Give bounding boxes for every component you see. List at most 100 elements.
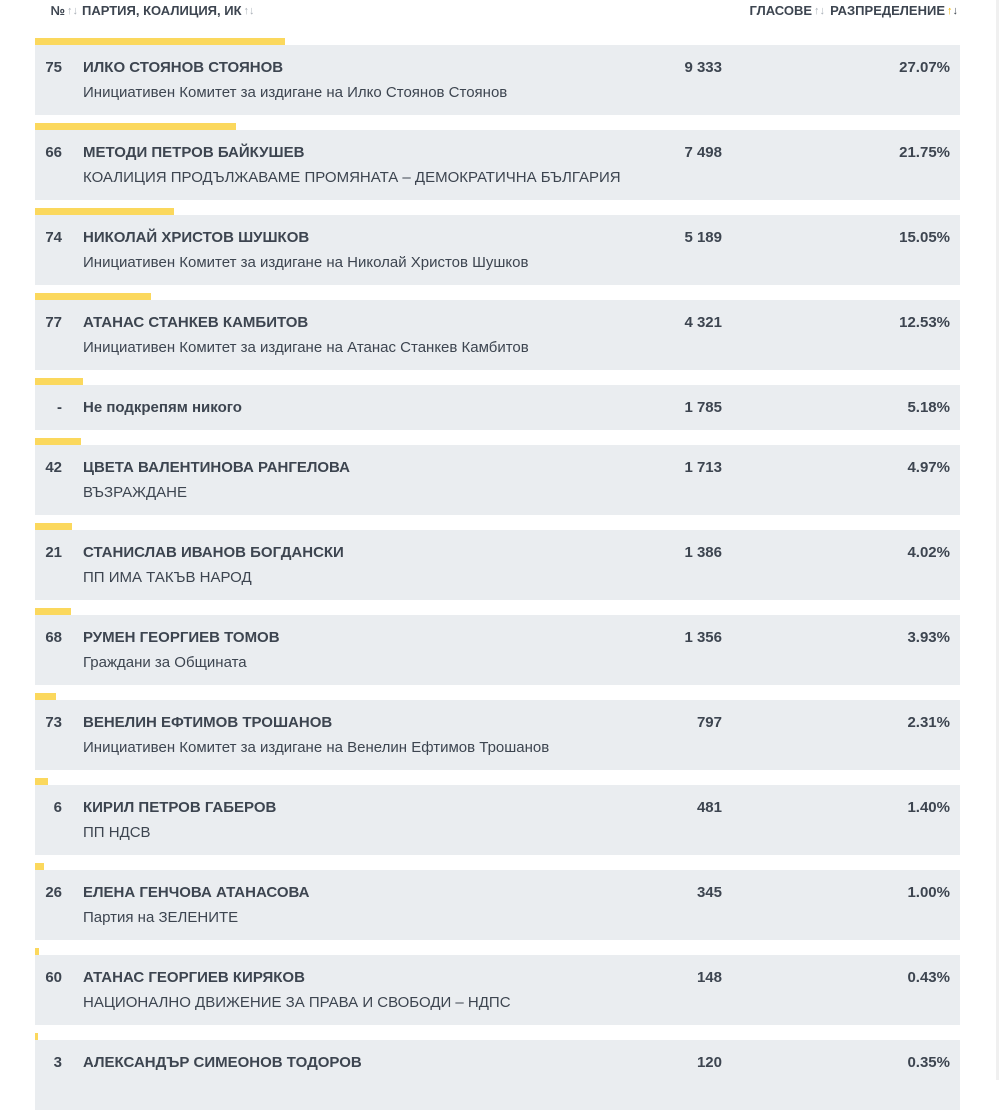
- ballot-number: -: [57, 399, 62, 416]
- votes-count: 797: [696, 714, 722, 731]
- party-name: ПП ИМА ТАКЪВ НАРОД: [83, 569, 252, 586]
- share-bar: [35, 948, 39, 955]
- header-distribution-label: РАЗПРЕДЕЛЕНИЕ: [830, 3, 945, 18]
- votes-count: 7 498: [684, 144, 722, 161]
- vote-percentage: 4.97%: [907, 459, 950, 476]
- votes-count: 9 333: [684, 59, 722, 76]
- table-row[interactable]: 6 КИРИЛ ПЕТРОВ ГАБЕРОВ ПП НДСВ 481 1.40%: [35, 778, 960, 855]
- ballot-number: 75: [45, 59, 62, 76]
- ballot-number: 26: [45, 884, 62, 901]
- row-body: - Не подкрепям никого 1 785 5.18%: [35, 385, 960, 430]
- vote-percentage: 5.18%: [907, 399, 950, 416]
- share-bar: [35, 778, 48, 785]
- party-name: ВЪЗРАЖДАНЕ: [83, 484, 187, 501]
- party-name: Партия на ЗЕЛЕНИТЕ: [83, 909, 239, 926]
- sort-icon: ↑↓: [243, 5, 255, 17]
- header-number-label: №: [50, 3, 66, 18]
- table-row[interactable]: 68 РУМЕН ГЕОРГИЕВ ТОМОВ Граждани за Общи…: [35, 608, 960, 685]
- party-name: Инициативен Комитет за издигане на Илко …: [83, 84, 508, 101]
- candidate-cell: АТАНАС ГЕОРГИЕВ КИРЯКОВ НАЦИОНАЛНО ДВИЖЕ…: [83, 968, 630, 1013]
- sort-icon: ↑↓: [814, 5, 825, 17]
- vote-percentage: 15.05%: [899, 229, 950, 246]
- votes-count: 1 713: [684, 459, 722, 476]
- sort-by-distribution[interactable]: РАЗПРЕДЕЛЕНИЕ ↑↓: [825, 3, 960, 19]
- vote-percentage: 2.31%: [907, 714, 950, 731]
- row-body: 74 НИКОЛАЙ ХРИСТОВ ШУШКОВ Инициативен Ко…: [35, 215, 960, 285]
- table-row[interactable]: 21 СТАНИСЛАВ ИВАНОВ БОГДАНСКИ ПП ИМА ТАК…: [35, 523, 960, 600]
- candidate-name: АЛЕКСАНДЪР СИМЕОНОВ ТОДОРОВ: [83, 1054, 362, 1071]
- sort-desc-active-icon: ↑↓: [947, 5, 958, 17]
- row-body: 75 ИЛКО СТОЯНОВ СТОЯНОВ Инициативен Коми…: [35, 45, 960, 115]
- party-name: Граждани за Общината: [83, 654, 247, 671]
- ballot-number: 73: [45, 714, 62, 731]
- results-list: 75 ИЛКО СТОЯНОВ СТОЯНОВ Инициативен Коми…: [35, 30, 960, 1110]
- row-body: 3 АЛЕКСАНДЪР СИМЕОНОВ ТОДОРОВ 120 0.35%: [35, 1040, 960, 1110]
- candidate-name: ЕЛЕНА ГЕНЧОВА АТАНАСОВА: [83, 884, 310, 901]
- candidate-name: НИКОЛАЙ ХРИСТОВ ШУШКОВ: [83, 229, 310, 246]
- votes-count: 5 189: [684, 229, 722, 246]
- table-row[interactable]: 26 ЕЛЕНА ГЕНЧОВА АТАНАСОВА Партия на ЗЕЛ…: [35, 863, 960, 940]
- ballot-number: 77: [45, 314, 62, 331]
- table-row[interactable]: 3 АЛЕКСАНДЪР СИМЕОНОВ ТОДОРОВ 120 0.35%: [35, 1033, 960, 1110]
- party-name: Инициативен Комитет за издигане на Венел…: [83, 739, 550, 756]
- candidate-cell: ЕЛЕНА ГЕНЧОВА АТАНАСОВА Партия на ЗЕЛЕНИ…: [83, 883, 630, 928]
- candidate-cell: АЛЕКСАНДЪР СИМЕОНОВ ТОДОРОВ: [83, 1053, 630, 1073]
- ballot-number: 6: [53, 799, 62, 816]
- vote-percentage: 1.00%: [907, 884, 950, 901]
- votes-count: 481: [696, 799, 722, 816]
- ballot-number: 3: [53, 1054, 62, 1071]
- row-body: 68 РУМЕН ГЕОРГИЕВ ТОМОВ Граждани за Общи…: [35, 615, 960, 685]
- share-bar: [35, 378, 83, 385]
- vote-percentage: 1.40%: [907, 799, 950, 816]
- candidate-name: СТАНИСЛАВ ИВАНОВ БОГДАНСКИ: [83, 544, 344, 561]
- party-name: Инициативен Комитет за издигане на Атана…: [83, 339, 529, 356]
- table-row[interactable]: 66 МЕТОДИ ПЕТРОВ БАЙКУШЕВ КОАЛИЦИЯ ПРОДЪ…: [35, 123, 960, 200]
- vote-percentage: 4.02%: [907, 544, 950, 561]
- share-bar: [35, 693, 57, 700]
- sort-by-party[interactable]: ПАРТИЯ, КОАЛИЦИЯ, ИК ↑↓: [82, 3, 733, 19]
- candidate-name: РУМЕН ГЕОРГИЕВ ТОМОВ: [83, 629, 280, 646]
- vote-percentage: 21.75%: [899, 144, 950, 161]
- scrollbar[interactable]: [996, 0, 999, 1080]
- candidate-cell: ВЕНЕЛИН ЕФТИМОВ ТРОШАНОВ Инициативен Ком…: [83, 713, 630, 758]
- row-body: 6 КИРИЛ ПЕТРОВ ГАБЕРОВ ПП НДСВ 481 1.40%: [35, 785, 960, 855]
- table-row[interactable]: 60 АТАНАС ГЕОРГИЕВ КИРЯКОВ НАЦИОНАЛНО ДВ…: [35, 948, 960, 1025]
- table-row[interactable]: 74 НИКОЛАЙ ХРИСТОВ ШУШКОВ Инициативен Ко…: [35, 208, 960, 285]
- candidate-name: КИРИЛ ПЕТРОВ ГАБЕРОВ: [83, 799, 277, 816]
- sort-by-votes[interactable]: ГЛАСОВЕ ↑↓: [733, 3, 825, 19]
- table-row[interactable]: 77 АТАНАС СТАНКЕВ КАМБИТОВ Инициативен К…: [35, 293, 960, 370]
- vote-percentage: 0.35%: [907, 1054, 950, 1071]
- votes-count: 4 321: [684, 314, 722, 331]
- vote-percentage: 12.53%: [899, 314, 950, 331]
- table-row[interactable]: 73 ВЕНЕЛИН ЕФТИМОВ ТРОШАНОВ Инициативен …: [35, 693, 960, 770]
- candidate-name: АТАНАС ГЕОРГИЕВ КИРЯКОВ: [83, 969, 305, 986]
- party-name: НАЦИОНАЛНО ДВИЖЕНИЕ ЗА ПРАВА И СВОБОДИ –…: [83, 994, 511, 1011]
- candidate-cell: Не подкрепям никого: [83, 398, 630, 418]
- share-bar: [35, 208, 174, 215]
- votes-count: 345: [696, 884, 722, 901]
- votes-count: 1 386: [684, 544, 722, 561]
- vote-percentage: 0.43%: [907, 969, 950, 986]
- row-body: 77 АТАНАС СТАНКЕВ КАМБИТОВ Инициативен К…: [35, 300, 960, 370]
- table-row[interactable]: 75 ИЛКО СТОЯНОВ СТОЯНОВ Инициативен Коми…: [35, 38, 960, 115]
- table-row[interactable]: 42 ЦВЕТА ВАЛЕНТИНОВА РАНГЕЛОВА ВЪЗРАЖДАН…: [35, 438, 960, 515]
- row-body: 21 СТАНИСЛАВ ИВАНОВ БОГДАНСКИ ПП ИМА ТАК…: [35, 530, 960, 600]
- header-votes-label: ГЛАСОВЕ: [749, 3, 812, 18]
- share-bar: [35, 523, 73, 530]
- share-bar: [35, 863, 45, 870]
- share-bar: [35, 293, 151, 300]
- table-row[interactable]: - Не подкрепям никого 1 785 5.18%: [35, 378, 960, 430]
- candidate-name: АТАНАС СТАНКЕВ КАМБИТОВ: [83, 314, 309, 331]
- party-name: ПП НДСВ: [83, 824, 151, 841]
- row-body: 26 ЕЛЕНА ГЕНЧОВА АТАНАСОВА Партия на ЗЕЛ…: [35, 870, 960, 940]
- votes-count: 1 785: [684, 399, 722, 416]
- ballot-number: 66: [45, 144, 62, 161]
- row-body: 73 ВЕНЕЛИН ЕФТИМОВ ТРОШАНОВ Инициативен …: [35, 700, 960, 770]
- candidate-cell: ЦВЕТА ВАЛЕНТИНОВА РАНГЕЛОВА ВЪЗРАЖДАНЕ: [83, 458, 630, 503]
- sort-by-number[interactable]: № ↑↓: [35, 3, 82, 19]
- candidate-cell: НИКОЛАЙ ХРИСТОВ ШУШКОВ Инициативен Комит…: [83, 228, 630, 273]
- ballot-number: 21: [45, 544, 62, 561]
- ballot-number: 74: [45, 229, 62, 246]
- candidate-cell: РУМЕН ГЕОРГИЕВ ТОМОВ Граждани за Общинат…: [83, 628, 630, 673]
- candidate-name: ВЕНЕЛИН ЕФТИМОВ ТРОШАНОВ: [83, 714, 333, 731]
